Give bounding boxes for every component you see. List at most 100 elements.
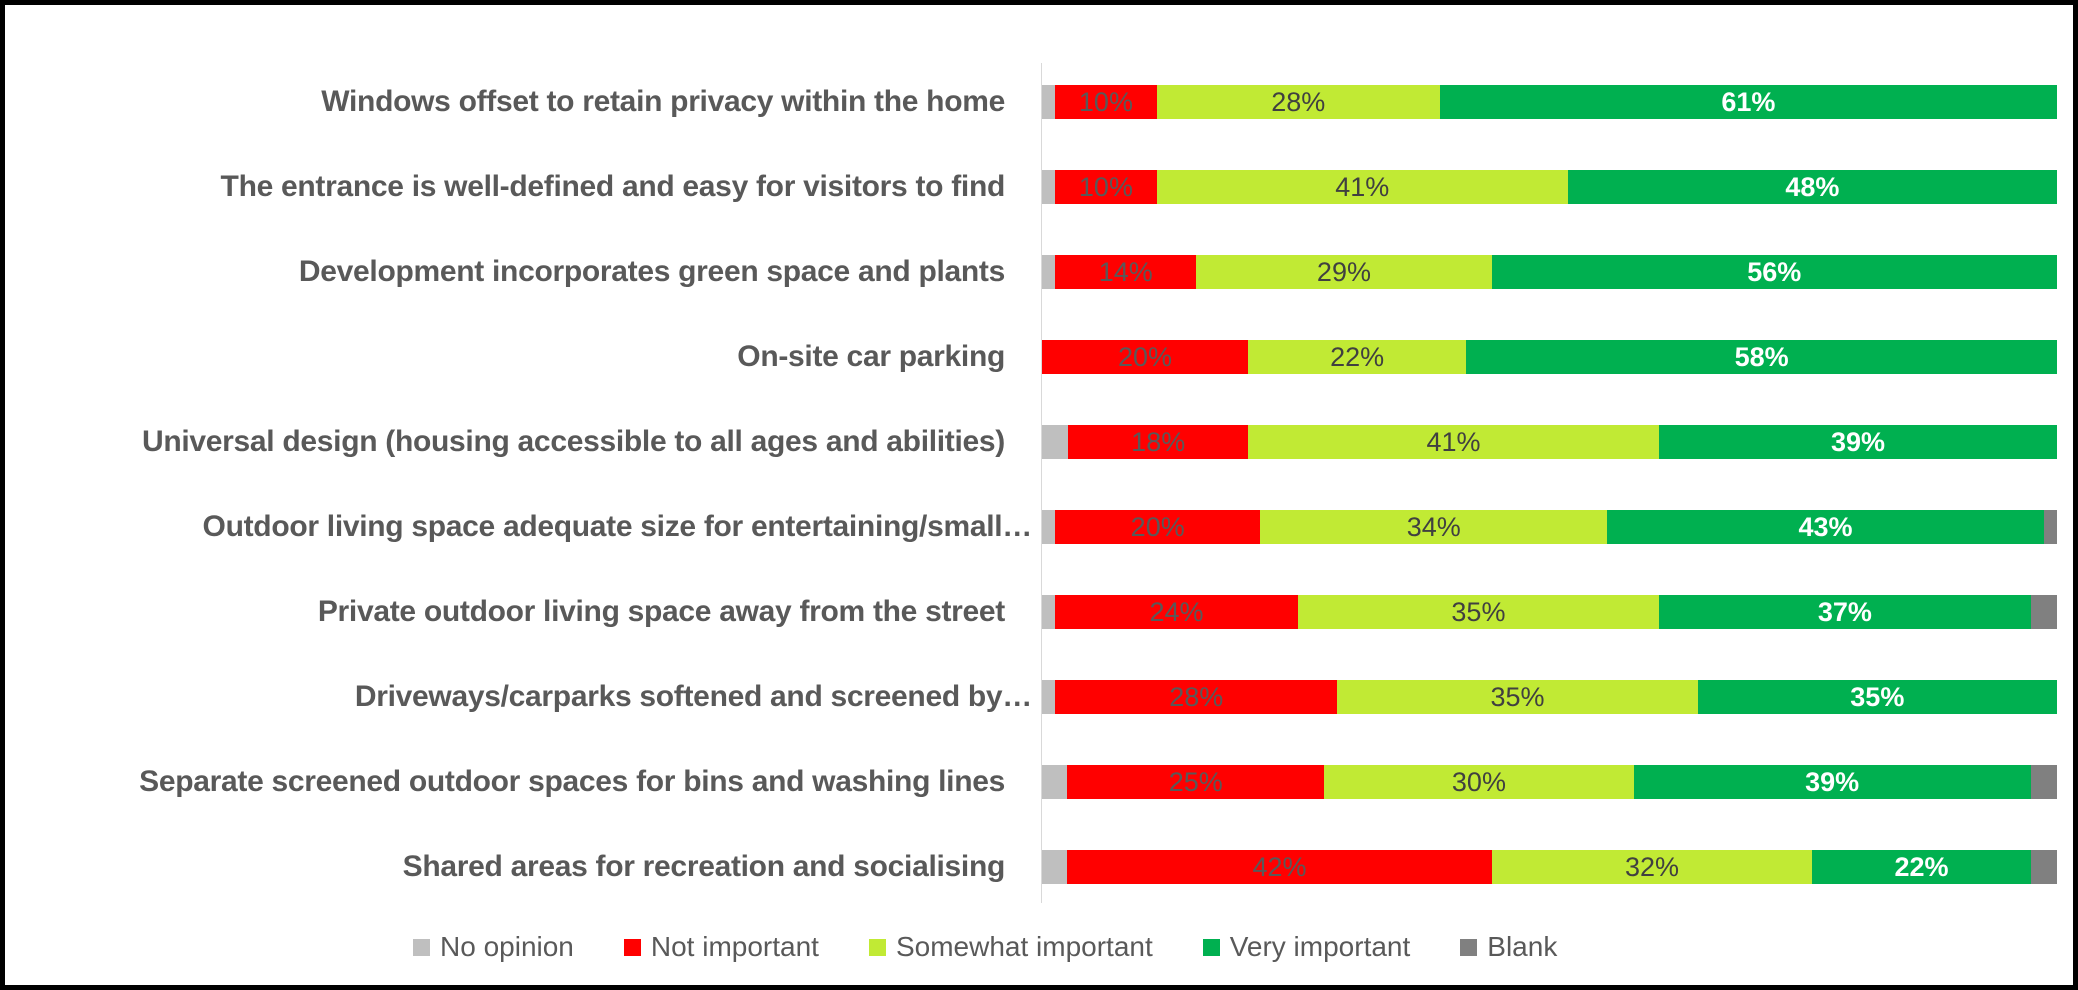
segment-not-important: 10% [1055, 170, 1157, 204]
segment-not-important: 28% [1055, 680, 1338, 714]
data-label: 34% [1406, 511, 1461, 542]
segment-somewhat-important: 35% [1337, 680, 1698, 714]
chart-row: The entrance is well-defined and easy fo… [5, 170, 2078, 204]
data-label: 25% [1168, 766, 1223, 797]
segment-blank [2043, 510, 2057, 544]
legend-label: Somewhat important [895, 931, 1153, 962]
segment-very-important: 39% [1659, 425, 2057, 459]
segment-somewhat-important: 30% [1324, 765, 1634, 799]
data-label: 39% [1830, 426, 1886, 457]
category-label: Outdoor living space adequate size for e… [202, 510, 1033, 543]
data-label: 35% [1451, 596, 1506, 627]
chart-row: Outdoor living space adequate size for e… [5, 510, 2078, 544]
legend-item: Not important [623, 931, 819, 963]
segment-very-important: 22% [1812, 850, 2031, 884]
legend-label: Not important [650, 931, 819, 962]
category-label: Driveways/carparks softened and screened… [354, 680, 1032, 713]
legend-item: No opinion [413, 931, 574, 963]
chart-row: On-site car parking 20% 22% 58% [5, 340, 2078, 374]
segment-somewhat-important: 32% [1491, 850, 1813, 884]
segment-no-opinion [1042, 425, 1069, 459]
segment-not-important: 42% [1067, 850, 1492, 884]
data-label: 43% [1798, 511, 1853, 542]
data-label: 28% [1169, 681, 1224, 712]
stacked-bar: 28% 35% 35% [1042, 680, 2057, 714]
segment-very-important: 43% [1607, 510, 2044, 544]
segment-blank [2030, 765, 2057, 799]
category-label: Windows offset to retain privacy within … [321, 85, 1005, 118]
segment-very-important: 61% [1439, 85, 2057, 119]
data-label: 56% [1747, 256, 1802, 287]
data-label: 35% [1490, 681, 1545, 712]
segment-somewhat-important: 28% [1156, 85, 1440, 119]
segment-somewhat-important: 34% [1260, 510, 1608, 544]
segment-somewhat-important: 29% [1196, 255, 1492, 289]
category-label: Universal design (housing accessible to … [141, 425, 1005, 458]
chart-row: Shared areas for recreation and socialis… [5, 850, 2078, 884]
legend-item: Blank [1460, 931, 1557, 963]
data-label: 18% [1131, 426, 1186, 457]
chart-row: Driveways/carparks softened and screened… [5, 680, 2078, 714]
segment-not-important: 25% [1067, 765, 1325, 799]
stacked-bar: 25% 30% 39% [1042, 765, 2057, 799]
stacked-bar: 20% 34% 43% [1042, 510, 2057, 544]
segment-no-opinion [1042, 680, 1056, 714]
segment-very-important: 35% [1697, 680, 2057, 714]
segment-no-opinion [1042, 510, 1056, 544]
category-label: The entrance is well-defined and easy fo… [220, 170, 1006, 203]
stacked-bar: 10% 28% 61% [1042, 85, 2057, 119]
data-label: 39% [1805, 766, 1860, 797]
category-label: Private outdoor living space away from t… [317, 595, 1005, 628]
legend-swatch-icon [1202, 938, 1220, 956]
legend-swatch-icon [413, 938, 430, 956]
legend-swatch-icon [1460, 938, 1478, 956]
data-label: 22% [1894, 851, 1949, 882]
data-label: 35% [1850, 681, 1905, 712]
segment-not-important: 20% [1055, 510, 1261, 544]
segment-not-important: 14% [1055, 255, 1197, 289]
stacked-bar: 24% 35% 37% [1042, 595, 2057, 629]
chart-legend: No opinion Not important Somewhat importan… [413, 927, 1557, 967]
segment-no-opinion [1042, 170, 1056, 204]
data-label: 58% [1734, 341, 1789, 372]
category-label: Development incorporates green space and… [298, 255, 1005, 288]
segment-blank [2030, 595, 2057, 629]
segment-somewhat-important: 22% [1248, 340, 1467, 374]
data-label: 32% [1624, 851, 1680, 882]
segment-not-important: 24% [1055, 595, 1298, 629]
chart-row: Universal design (housing accessible to … [5, 425, 2078, 459]
data-label: 61% [1721, 86, 1776, 117]
segment-no-opinion [1042, 255, 1056, 289]
legend-label: Blank [1487, 931, 1558, 962]
segment-no-opinion [1042, 850, 1068, 884]
stacked-bar: 42% 32% 22% [1042, 850, 2057, 884]
segment-not-important: 18% [1068, 425, 1249, 459]
segment-not-important: 20% [1042, 340, 1249, 374]
segment-blank [2030, 850, 2057, 884]
category-label: Shared areas for recreation and socialis… [402, 850, 1006, 883]
data-label: 10% [1078, 86, 1133, 117]
legend-swatch-icon [623, 938, 641, 956]
segment-very-important: 48% [1567, 170, 2057, 204]
data-label: 22% [1330, 341, 1385, 372]
data-label: 14% [1098, 256, 1153, 287]
segment-very-important: 37% [1659, 595, 2031, 629]
data-label: 24% [1149, 596, 1204, 627]
segment-very-important: 39% [1633, 765, 2031, 799]
segment-no-opinion [1042, 595, 1056, 629]
data-label: 41% [1426, 426, 1481, 457]
chart-row: Development incorporates green space and… [5, 255, 2078, 289]
stacked-bar: 10% 41% 48% [1042, 170, 2057, 204]
data-label: 30% [1451, 766, 1506, 797]
segment-very-important: 58% [1466, 340, 2057, 374]
data-label: 20% [1117, 341, 1173, 372]
chart-row: Separate screened outdoor spaces for bin… [5, 765, 2078, 799]
legend-label: No opinion [440, 931, 574, 962]
segment-somewhat-important: 41% [1156, 170, 1568, 204]
chart-row: Private outdoor living space away from t… [5, 595, 2078, 629]
data-label: 10% [1078, 171, 1133, 202]
data-label: 37% [1817, 596, 1872, 627]
legend-swatch-icon [868, 938, 886, 956]
segment-very-important: 56% [1491, 255, 2057, 289]
